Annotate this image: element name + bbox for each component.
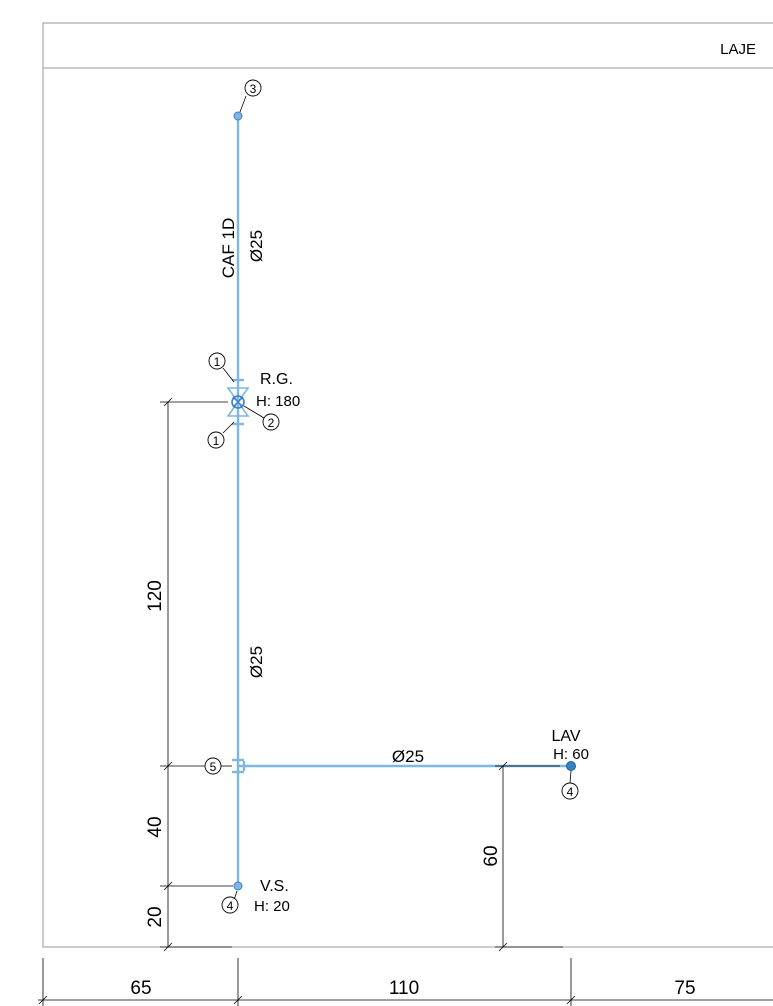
dimension-40: 40 [145,816,166,837]
horizontal-dimension-chain [38,958,773,1006]
pipe-network [232,116,571,886]
riser-code-label: CAF 1D [219,218,238,278]
dimension-120: 120 [145,580,166,612]
level-label: LAJE [720,41,756,58]
lavatory-height-dimension [495,761,563,952]
dimension-75: 75 [674,978,695,999]
riser-diameter-label: Ø25 [247,230,266,262]
svg-text:1: 1 [213,434,220,448]
top-endpoint [233,111,243,121]
lower-diameter-label: Ø25 [247,646,266,678]
marker-valve-upper: 1 [208,352,235,383]
drawing-frame [42,22,773,948]
svg-text:4: 4 [227,899,234,913]
marker-valve-right: 2 [243,405,280,431]
valve-symbol [226,387,250,417]
lavatory-point [566,761,576,771]
marker-top: 3 [239,79,262,113]
marker-lavatory: 4 [561,770,579,800]
valve-height: H: 180 [256,393,300,410]
lavatory-name: LAV [551,728,580,745]
dimension-20: 20 [145,906,166,927]
dimension-65: 65 [130,978,151,999]
marker-tee: 5 [204,757,232,775]
marker-valve-lower: 1 [207,421,235,449]
marker-vs: 4 [221,890,239,914]
svg-text:4: 4 [567,785,574,799]
svg-text:1: 1 [214,355,221,369]
dimension-60: 60 [481,845,502,866]
vertical-dimension-chain [160,397,233,952]
svg-text:5: 5 [210,760,217,774]
vs-name: V.S. [260,878,289,895]
svg-text:2: 2 [268,416,275,430]
vs-point [233,881,243,891]
dimension-110: 110 [389,978,419,999]
svg-text:3: 3 [250,82,257,96]
lavatory-height: H: 60 [553,746,589,763]
valve-name: R.G. [260,371,293,388]
vs-height: H: 20 [254,898,290,915]
branch-diameter-label: Ø25 [392,747,424,766]
